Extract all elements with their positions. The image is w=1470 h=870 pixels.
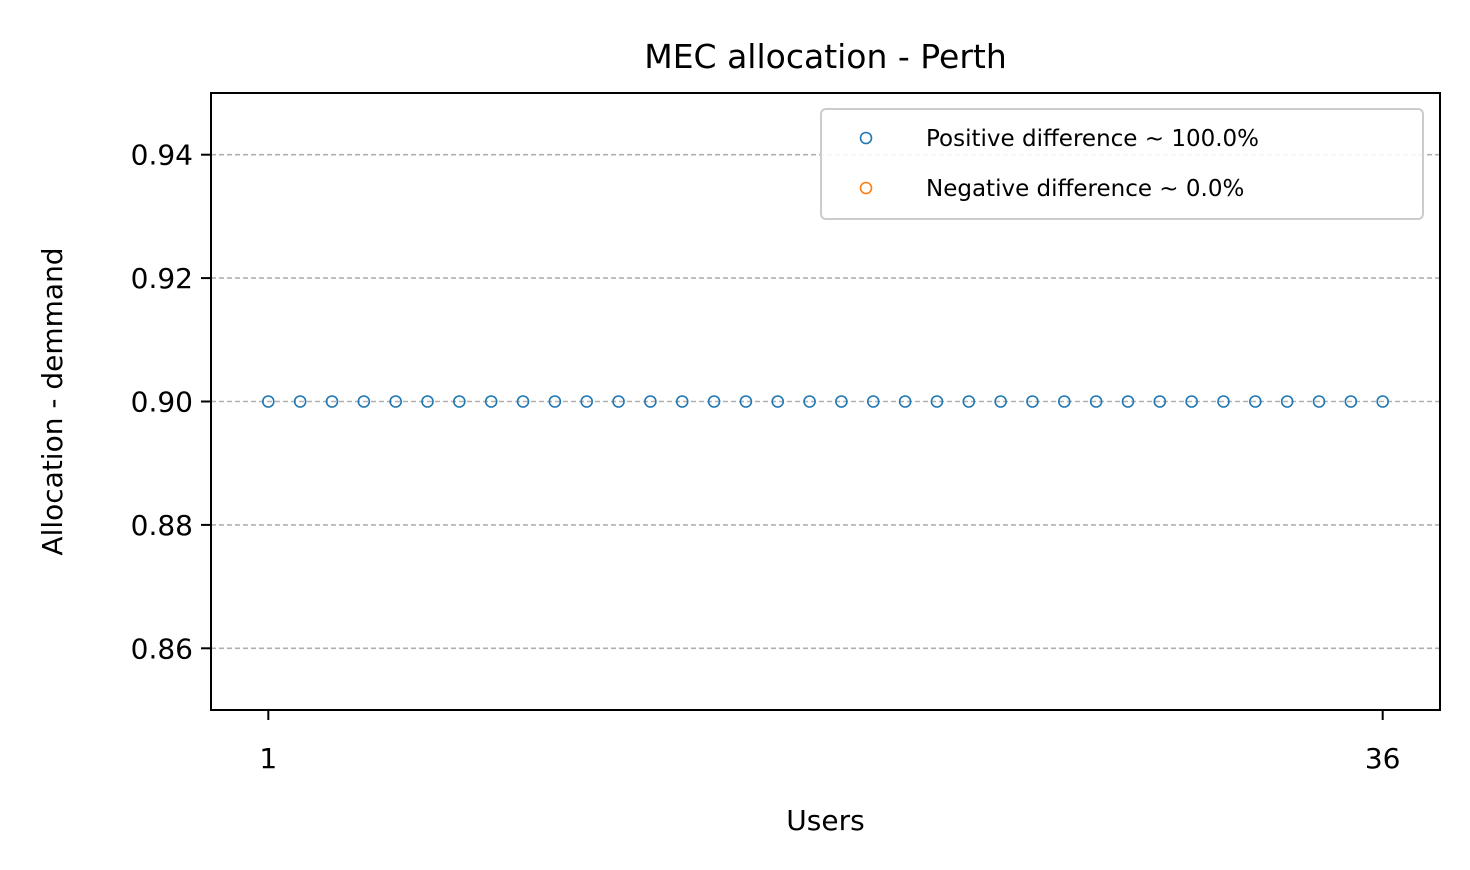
legend-entry-label: Negative difference ~ 0.0% — [926, 176, 1244, 202]
chart-title: MEC allocation - Perth — [644, 37, 1007, 76]
grid-lines — [211, 155, 1440, 649]
x-tick-label: 1 — [259, 742, 277, 775]
x-axis-label: Users — [786, 804, 864, 837]
y-tick-label: 0.88 — [131, 509, 193, 542]
y-tick-label: 0.86 — [131, 632, 193, 665]
y-axis-label: Allocation - demmand — [36, 247, 69, 555]
legend: Positive difference ~ 100.0% Negative dif… — [821, 109, 1423, 219]
y-tick-label: 0.92 — [131, 262, 193, 295]
y-tick-label: 0.94 — [131, 139, 193, 172]
x-tick-label: 36 — [1365, 742, 1401, 775]
axis-ticks: 0.86 0.88 0.90 0.92 0.94 1 36 — [131, 139, 1401, 775]
legend-entry-label: Positive difference ~ 100.0% — [926, 126, 1259, 152]
y-tick-label: 0.90 — [131, 386, 193, 419]
